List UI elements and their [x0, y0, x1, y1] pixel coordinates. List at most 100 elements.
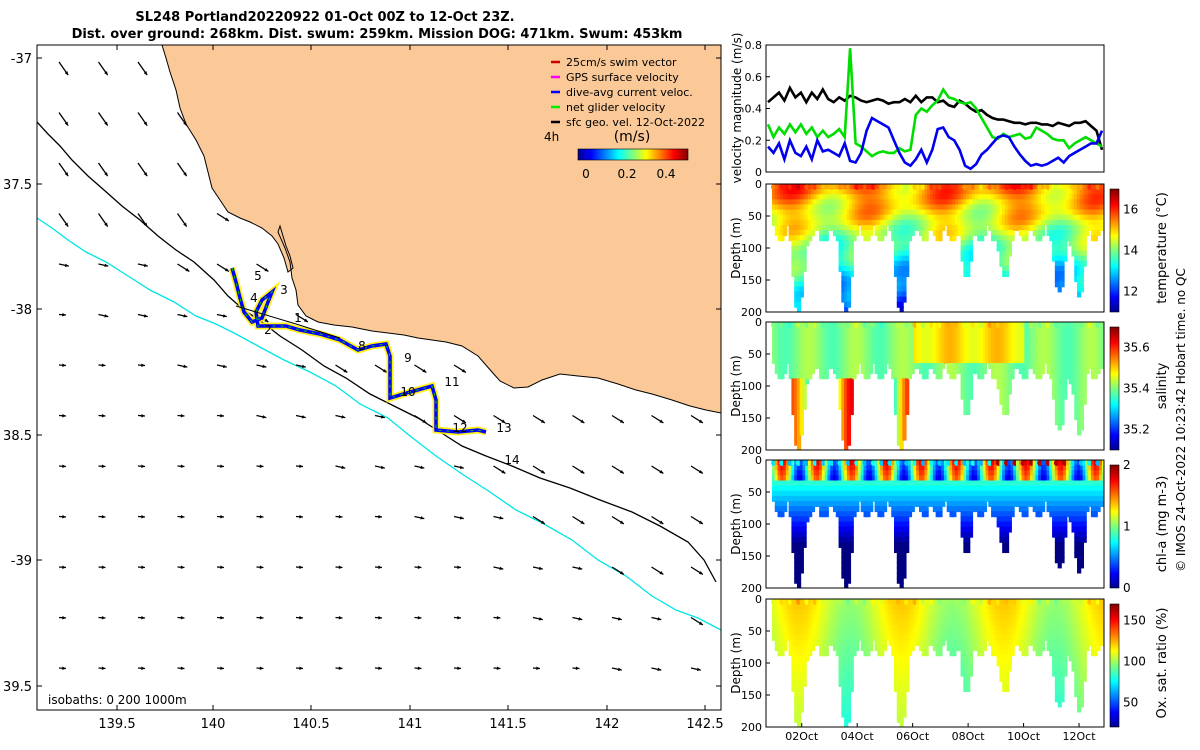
section-cell [821, 500, 827, 507]
section-cell [982, 347, 987, 354]
section-cell [849, 219, 854, 226]
section-cell [1049, 189, 1054, 196]
section-cell [846, 506, 852, 513]
section-cell [794, 485, 799, 492]
section-cell [932, 500, 938, 507]
colorbar-tick: 1 [1123, 520, 1131, 534]
section-cell [1029, 500, 1035, 507]
section-cell [924, 465, 929, 472]
section-cell [794, 383, 799, 390]
section-cell [835, 199, 840, 206]
section-cell [905, 265, 910, 272]
section-cell [1096, 194, 1101, 201]
section-cell [799, 265, 804, 272]
section-cell [952, 189, 957, 196]
section-cell [1079, 403, 1085, 410]
section-cell [846, 439, 852, 446]
section-cell [899, 460, 904, 466]
section-cell [841, 409, 846, 416]
section-cell [916, 352, 921, 359]
section-cell [1099, 357, 1104, 364]
section-cell [1038, 214, 1043, 221]
section-cell [1096, 362, 1101, 369]
section-cell [1077, 541, 1082, 548]
section-cell [1063, 327, 1068, 334]
section-cell [1099, 495, 1104, 502]
section-cell [796, 291, 802, 298]
section-cell [888, 194, 893, 201]
section-cell [882, 460, 888, 466]
section-cell [774, 506, 779, 513]
section-cell [780, 645, 785, 652]
section-cell [899, 567, 904, 574]
section-cell [849, 245, 854, 252]
section-cell [991, 199, 996, 206]
velocity-vector [532, 414, 546, 424]
section-cell [1090, 373, 1096, 380]
section-cell [866, 357, 871, 364]
section-cell [799, 240, 804, 247]
section-cell [999, 260, 1004, 267]
section-cell [921, 194, 926, 201]
section-cell [1079, 414, 1085, 421]
section-cell [943, 347, 949, 354]
section-cell [938, 490, 943, 497]
section-cell [849, 260, 854, 267]
section-cell [1085, 230, 1090, 237]
section-cell [971, 352, 976, 359]
section-cell [821, 480, 827, 487]
section-cell [907, 480, 913, 487]
section-cell [869, 362, 874, 369]
section-cell [907, 373, 913, 380]
section-cell [1090, 219, 1096, 226]
section-cell [1057, 342, 1062, 349]
velocity-vector [216, 616, 225, 620]
section-cell [996, 352, 1001, 359]
velocity-ytick: 0 [755, 166, 762, 179]
section-cell [774, 480, 779, 487]
section-cell [979, 352, 985, 359]
section-cell [1004, 378, 1010, 385]
section-cell [913, 352, 918, 359]
section-cell [799, 388, 804, 395]
section-cell [1099, 500, 1104, 507]
section-cell [938, 230, 943, 237]
section-cell [1082, 199, 1087, 206]
section-cell [1079, 465, 1085, 472]
section-cell [838, 224, 843, 231]
section-cell [896, 470, 901, 477]
section-cell [982, 500, 987, 507]
section-cell [1071, 368, 1076, 375]
velocity-vector [137, 616, 146, 620]
section-cell [1090, 460, 1096, 466]
section-cell [780, 506, 785, 513]
section-cell [1046, 209, 1051, 216]
section-cell [949, 373, 954, 380]
section-cell [1068, 511, 1073, 518]
section-cell [902, 495, 907, 502]
section-cell [827, 485, 832, 492]
section-cell [819, 485, 824, 492]
section-cell [935, 490, 940, 497]
section-cell [830, 490, 835, 497]
section-cell [849, 373, 854, 380]
section-cell [1013, 347, 1018, 354]
section-cell [1007, 189, 1012, 196]
section-cell [791, 245, 796, 252]
section-cell [974, 362, 979, 369]
section-cell [785, 337, 791, 344]
section-cell [1085, 357, 1090, 364]
section-cell [949, 495, 954, 502]
section-cell [957, 352, 962, 359]
section-cell [1077, 500, 1082, 507]
section-cell [935, 506, 940, 513]
section-cell [941, 219, 946, 226]
section-cell [1068, 230, 1073, 237]
section-cell [788, 347, 793, 354]
section-cell [902, 250, 907, 257]
section-cell [921, 342, 926, 349]
section-cell [977, 199, 982, 206]
section-cell [960, 470, 965, 477]
section-cell [846, 424, 852, 431]
section-cell [1065, 373, 1071, 380]
